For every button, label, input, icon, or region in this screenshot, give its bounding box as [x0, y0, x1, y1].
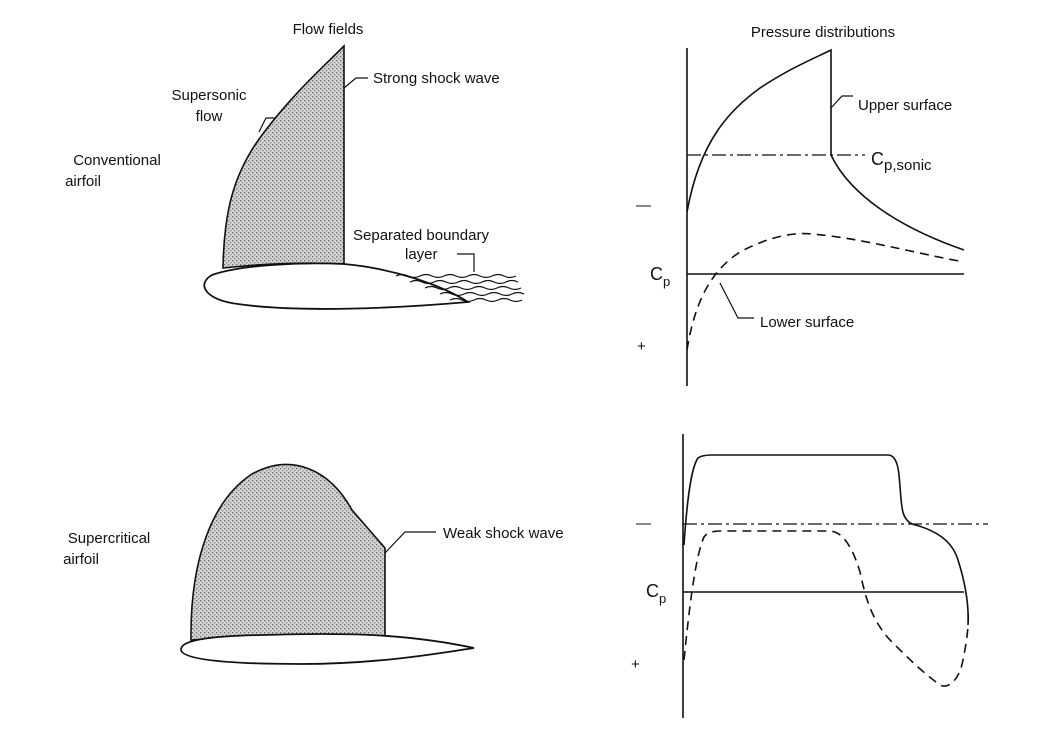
lower-surface-label: Lower surface	[760, 314, 854, 331]
strong-shock-label: Strong shock wave	[373, 70, 500, 87]
separated-label-line1: Separated boundary	[353, 227, 489, 244]
supersonic-region-supercritical	[190, 463, 386, 641]
pressure-distributions-header: Pressure distributions	[751, 24, 895, 41]
conventional-label-line1: Conventional	[73, 152, 161, 169]
upper-surface-label: Upper surface	[858, 97, 952, 114]
conventional-flow-field	[203, 44, 525, 310]
separated-boundary-layer-wake	[395, 273, 525, 303]
plus-sign-bottom: +	[631, 656, 640, 673]
separated-boundary-layer-label: Separated boundary layer	[353, 227, 489, 263]
supercritical-airfoil-label: Supercritical airfoil	[63, 530, 150, 568]
supercritical-flow-field	[180, 463, 475, 665]
cp-axis-label-top: C p	[650, 264, 670, 289]
conventional-pressure-chart	[686, 48, 965, 386]
upper-surface-curve	[686, 48, 965, 251]
supersonic-label-line1: Supersonic	[171, 87, 247, 104]
supersonic-label-line2: flow	[196, 108, 223, 125]
supersonic-flow-label: Supersonic flow	[171, 87, 247, 125]
cp-sonic-sub: p,sonic	[884, 157, 932, 174]
flow-fields-header: Flow fields	[293, 21, 364, 38]
conventional-label-line2: airfoil	[65, 173, 101, 190]
supercritical-airfoil-shape	[180, 633, 475, 665]
supercritical-label-line2: airfoil	[63, 551, 99, 568]
separated-label-line2: layer	[405, 246, 438, 263]
plus-sign-top: +	[637, 338, 646, 355]
cp-sonic-main: C	[871, 149, 884, 169]
supercritical-label-line1: Supercritical	[68, 530, 151, 547]
cp-top-sub: p	[663, 274, 670, 289]
cp-axis-label-bottom: C p	[646, 581, 666, 606]
supercritical-lower-surface-curve	[683, 530, 970, 687]
cp-bottom-sub: p	[659, 591, 666, 606]
conventional-airfoil-label: Conventional airfoil	[65, 152, 161, 190]
supersonic-region-conventional	[222, 44, 345, 269]
minus-sign-top: —	[636, 197, 651, 214]
cp-bottom-main: C	[646, 581, 659, 601]
supercritical-pressure-chart	[682, 434, 988, 718]
minus-sign-bottom: —	[636, 515, 651, 532]
supercritical-upper-surface-curve	[683, 454, 969, 626]
weak-shock-label: Weak shock wave	[443, 525, 564, 542]
cp-top-main: C	[650, 264, 663, 284]
cp-sonic-label: C p,sonic	[871, 149, 932, 174]
lower-surface-curve	[686, 232, 965, 351]
